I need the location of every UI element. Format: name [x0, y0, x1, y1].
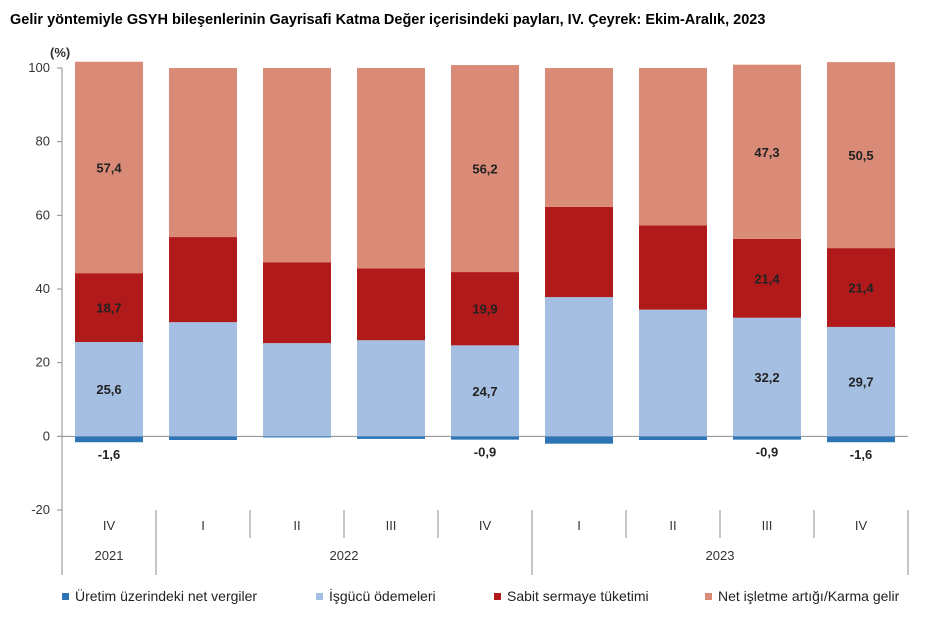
y-tick-label: 80	[36, 134, 50, 149]
bar-segment	[357, 68, 425, 269]
year-label: 2023	[706, 548, 735, 563]
bar-segment	[827, 436, 895, 443]
quarter-label: I	[201, 518, 205, 533]
bar-segment	[827, 326, 895, 437]
legend-item: Sabit sermaye tüketimi	[494, 588, 649, 604]
bar-segment	[75, 436, 143, 443]
y-tick-label: 60	[36, 207, 50, 222]
data-label: -0,9	[756, 445, 778, 460]
data-label: -0,9	[474, 445, 496, 460]
legend-label: Net işletme artığı/Karma gelir	[718, 588, 900, 604]
data-label: 47,3	[754, 145, 779, 160]
data-label: 19,9	[472, 302, 497, 317]
bar-segment	[827, 62, 895, 249]
chart-title: Gelir yöntemiyle GSYH bileşenlerinin Gay…	[10, 12, 766, 28]
legend-label: Sabit sermaye tüketimi	[507, 588, 649, 604]
quarter-label: III	[762, 518, 773, 533]
quarter-label: I	[577, 518, 581, 533]
data-label: 57,4	[96, 160, 122, 175]
quarter-label: II	[669, 518, 676, 533]
bar-segment	[169, 322, 237, 437]
data-label: -1,6	[98, 447, 120, 462]
data-label: 25,6	[96, 382, 121, 397]
quarter-label: III	[386, 518, 397, 533]
bar-segment	[733, 238, 801, 318]
data-label: 18,7	[96, 301, 121, 316]
y-tick-label: 0	[43, 428, 50, 443]
legend-label: İşgücü ödemeleri	[329, 588, 436, 604]
bar-segment	[733, 317, 801, 437]
legend-item: İşgücü ödemeleri	[316, 588, 436, 604]
data-label: 56,2	[472, 162, 497, 177]
bar-segment	[357, 436, 425, 439]
bar-segment	[357, 340, 425, 437]
data-label: 24,7	[472, 384, 497, 399]
bar-segment	[827, 248, 895, 327]
year-label: 2022	[330, 548, 359, 563]
bar-segment	[545, 68, 613, 207]
bar-segment	[639, 225, 707, 310]
bar-segment	[451, 345, 519, 437]
y-tick-label: 20	[36, 355, 50, 370]
data-labels: -1,6 25,6 18,7 57,4 -0,9 24,7 19,9 56,2 -0,9 32,2…	[96, 145, 874, 462]
y-tick-label: 100	[28, 60, 50, 75]
bar-segment	[357, 268, 425, 341]
data-label: -1,6	[850, 447, 872, 462]
bar-segment	[75, 61, 143, 274]
year-label: 2021	[95, 548, 124, 563]
data-label: 32,2	[754, 370, 779, 385]
legend-label: Üretim üzerindeki net vergiler	[75, 588, 258, 604]
bar-segment	[451, 436, 519, 440]
legend-swatch	[62, 592, 69, 600]
bar-segment	[451, 272, 519, 346]
bar-segment	[263, 68, 331, 263]
bar-segment	[169, 237, 237, 323]
bar-segment	[545, 297, 613, 437]
bar-segment	[545, 436, 613, 444]
bar-segment	[263, 262, 331, 344]
bar-segment	[263, 343, 331, 437]
bar-segment	[263, 436, 331, 438]
data-label: 21,4	[848, 281, 874, 296]
bar-segment	[545, 206, 613, 298]
bars	[75, 61, 895, 444]
bar-segment	[639, 309, 707, 437]
bar-segment	[451, 65, 519, 273]
y-tick-label: -20	[31, 502, 50, 517]
bar-segment	[733, 64, 801, 239]
bar-segment	[639, 68, 707, 226]
bar-segment	[169, 68, 237, 238]
quarter-label: II	[293, 518, 300, 533]
quarter-label: IV	[103, 518, 116, 533]
bar-segment	[639, 436, 707, 441]
legend-item: Net işletme artığı/Karma gelir	[705, 588, 899, 604]
data-label: 29,7	[848, 375, 873, 390]
y-axis-unit: (%)	[50, 45, 70, 60]
bar-segment	[169, 436, 237, 441]
legend-swatch	[705, 592, 712, 600]
bar-segment	[733, 436, 801, 440]
quarter-label: IV	[479, 518, 492, 533]
data-label: 50,5	[848, 148, 873, 163]
legend-swatch	[316, 592, 323, 600]
legend-swatch	[494, 592, 501, 600]
data-label: 21,4	[754, 271, 780, 286]
y-tick-label: 40	[36, 281, 50, 296]
legend-item: Üretim üzerindeki net vergiler	[62, 588, 257, 604]
bar-segment	[75, 273, 143, 343]
legend: Üretim üzerindeki net vergiler İşgücü öde…	[0, 588, 928, 612]
quarter-label: IV	[855, 518, 868, 533]
bar-segment	[75, 342, 143, 437]
